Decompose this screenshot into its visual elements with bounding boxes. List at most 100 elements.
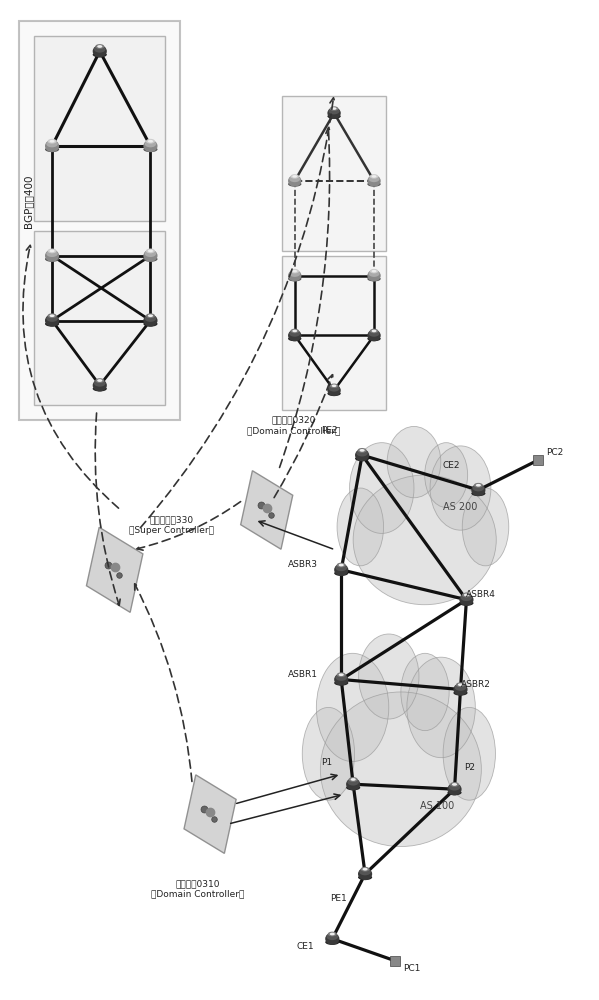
Ellipse shape	[144, 315, 156, 322]
Ellipse shape	[46, 141, 58, 147]
Ellipse shape	[143, 250, 158, 262]
Ellipse shape	[45, 250, 59, 262]
Ellipse shape	[329, 108, 340, 114]
Ellipse shape	[330, 106, 338, 111]
Ellipse shape	[289, 330, 300, 337]
Ellipse shape	[93, 52, 107, 57]
Ellipse shape	[325, 939, 340, 945]
Ellipse shape	[146, 313, 155, 318]
Ellipse shape	[143, 256, 158, 262]
Text: AS 200: AS 200	[443, 502, 477, 512]
Ellipse shape	[359, 449, 365, 452]
Ellipse shape	[476, 484, 481, 487]
Ellipse shape	[288, 330, 301, 341]
Ellipse shape	[93, 386, 107, 391]
Ellipse shape	[320, 692, 482, 847]
Ellipse shape	[332, 385, 337, 387]
Ellipse shape	[355, 456, 369, 461]
Ellipse shape	[332, 107, 337, 110]
Ellipse shape	[425, 443, 468, 507]
Text: P1: P1	[321, 758, 332, 767]
Ellipse shape	[370, 174, 379, 179]
Ellipse shape	[329, 933, 335, 935]
Ellipse shape	[291, 269, 299, 273]
Ellipse shape	[288, 276, 301, 281]
Ellipse shape	[291, 174, 299, 179]
Ellipse shape	[337, 672, 346, 677]
Ellipse shape	[447, 783, 462, 795]
Ellipse shape	[358, 448, 367, 453]
Ellipse shape	[367, 330, 381, 341]
Text: PE2: PE2	[321, 426, 338, 435]
Ellipse shape	[328, 932, 337, 936]
Text: BGP拓扑400: BGP拓扑400	[23, 174, 33, 228]
Ellipse shape	[94, 380, 105, 387]
Ellipse shape	[359, 634, 419, 719]
Ellipse shape	[335, 674, 347, 681]
Bar	[34, 231, 165, 405]
Ellipse shape	[359, 869, 371, 875]
Bar	[282, 256, 386, 410]
Ellipse shape	[93, 379, 107, 391]
Ellipse shape	[143, 314, 158, 327]
Text: P2: P2	[464, 763, 475, 772]
Ellipse shape	[338, 564, 344, 566]
Ellipse shape	[355, 449, 369, 461]
Ellipse shape	[346, 785, 360, 790]
Ellipse shape	[335, 564, 347, 571]
Ellipse shape	[148, 314, 153, 317]
Ellipse shape	[143, 140, 158, 152]
Text: ASBR3: ASBR3	[288, 560, 317, 569]
Ellipse shape	[148, 140, 153, 143]
Ellipse shape	[350, 443, 414, 533]
Ellipse shape	[325, 933, 340, 945]
Ellipse shape	[367, 336, 381, 341]
Ellipse shape	[367, 175, 381, 187]
Ellipse shape	[367, 270, 381, 281]
Ellipse shape	[146, 139, 155, 144]
Text: ASBR4: ASBR4	[467, 590, 497, 599]
Ellipse shape	[143, 147, 158, 152]
Ellipse shape	[347, 779, 359, 786]
Ellipse shape	[370, 269, 379, 273]
Ellipse shape	[144, 250, 156, 257]
Ellipse shape	[430, 446, 491, 530]
Ellipse shape	[368, 270, 380, 277]
Ellipse shape	[143, 321, 158, 327]
Ellipse shape	[288, 182, 301, 187]
Text: PE1: PE1	[330, 894, 347, 903]
Ellipse shape	[47, 139, 56, 144]
Ellipse shape	[473, 485, 484, 491]
Ellipse shape	[329, 385, 340, 392]
Ellipse shape	[288, 336, 301, 341]
Ellipse shape	[356, 450, 368, 456]
Ellipse shape	[461, 594, 472, 601]
Ellipse shape	[464, 594, 469, 596]
Bar	[34, 36, 165, 221]
Ellipse shape	[95, 44, 104, 49]
Text: PC2: PC2	[546, 448, 563, 457]
Ellipse shape	[45, 256, 59, 262]
Ellipse shape	[459, 594, 474, 606]
Ellipse shape	[334, 564, 349, 576]
Ellipse shape	[328, 114, 341, 119]
Ellipse shape	[47, 313, 56, 318]
Ellipse shape	[334, 570, 349, 576]
Text: 域控制器0320
（Domain Controller）: 域控制器0320 （Domain Controller）	[247, 416, 340, 435]
Ellipse shape	[449, 784, 460, 791]
Ellipse shape	[337, 563, 346, 567]
Ellipse shape	[453, 683, 468, 696]
Ellipse shape	[353, 475, 496, 605]
Ellipse shape	[326, 933, 338, 940]
Ellipse shape	[349, 777, 358, 782]
Ellipse shape	[328, 385, 341, 396]
Ellipse shape	[97, 45, 102, 48]
Ellipse shape	[45, 321, 59, 327]
Ellipse shape	[368, 176, 380, 182]
Ellipse shape	[45, 140, 59, 152]
Ellipse shape	[94, 46, 105, 53]
Ellipse shape	[95, 378, 104, 383]
Ellipse shape	[146, 249, 155, 253]
Ellipse shape	[302, 707, 355, 800]
Text: 超级控制器330
（Super Controller）: 超级控制器330 （Super Controller）	[129, 515, 214, 535]
